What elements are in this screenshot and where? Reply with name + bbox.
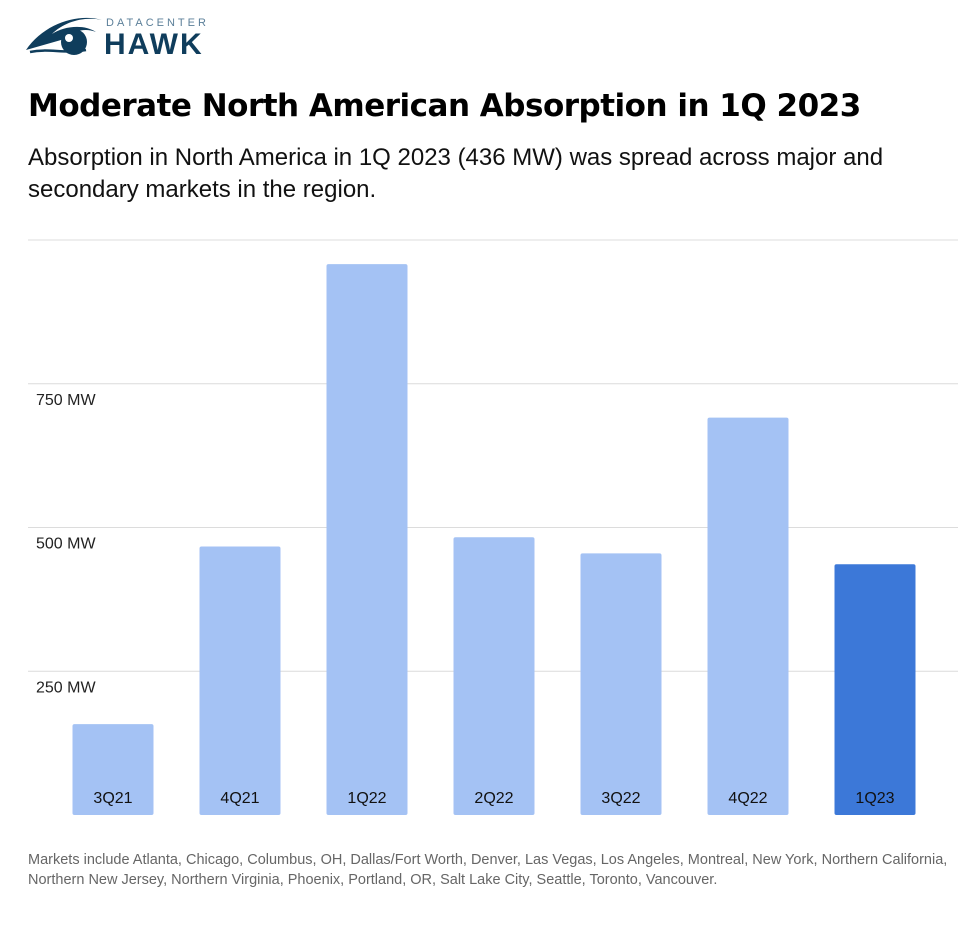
y-tick-label: 250 MW	[36, 679, 96, 696]
bar	[326, 264, 408, 815]
bar	[72, 724, 154, 815]
x-category-label: 3Q21	[93, 790, 132, 807]
footnote: Markets include Atlanta, Chicago, Columb…	[28, 852, 948, 888]
svg-text:DATACENTER: DATACENTER	[106, 17, 209, 29]
bar	[580, 553, 662, 815]
bar	[834, 564, 916, 815]
chart-subtitle: Absorption in North America in 1Q 2023 (…	[28, 144, 884, 203]
x-category-label: 1Q23	[855, 790, 894, 807]
x-category-label: 4Q21	[220, 790, 259, 807]
chart-title: Moderate North American Absorption in 1Q…	[28, 88, 861, 124]
bar	[453, 537, 535, 815]
y-tick-label: 750 MW	[36, 392, 96, 409]
x-category-label: 4Q22	[728, 790, 767, 807]
x-category-label: 3Q22	[601, 790, 640, 807]
x-category-label: 1Q22	[347, 790, 386, 807]
bar	[199, 546, 281, 815]
svg-text:HAWK: HAWK	[104, 28, 204, 61]
datacenter-hawk-logo: DATACENTER HAWK	[26, 17, 209, 61]
x-category-label: 2Q22	[474, 790, 513, 807]
y-tick-label: 500 MW	[36, 536, 96, 553]
bar	[707, 417, 789, 815]
bar-chart: 250 MW 500 MW 750 MW 3Q21 4Q21 1Q22 2Q22 3Q22 4Q…	[28, 239, 958, 815]
